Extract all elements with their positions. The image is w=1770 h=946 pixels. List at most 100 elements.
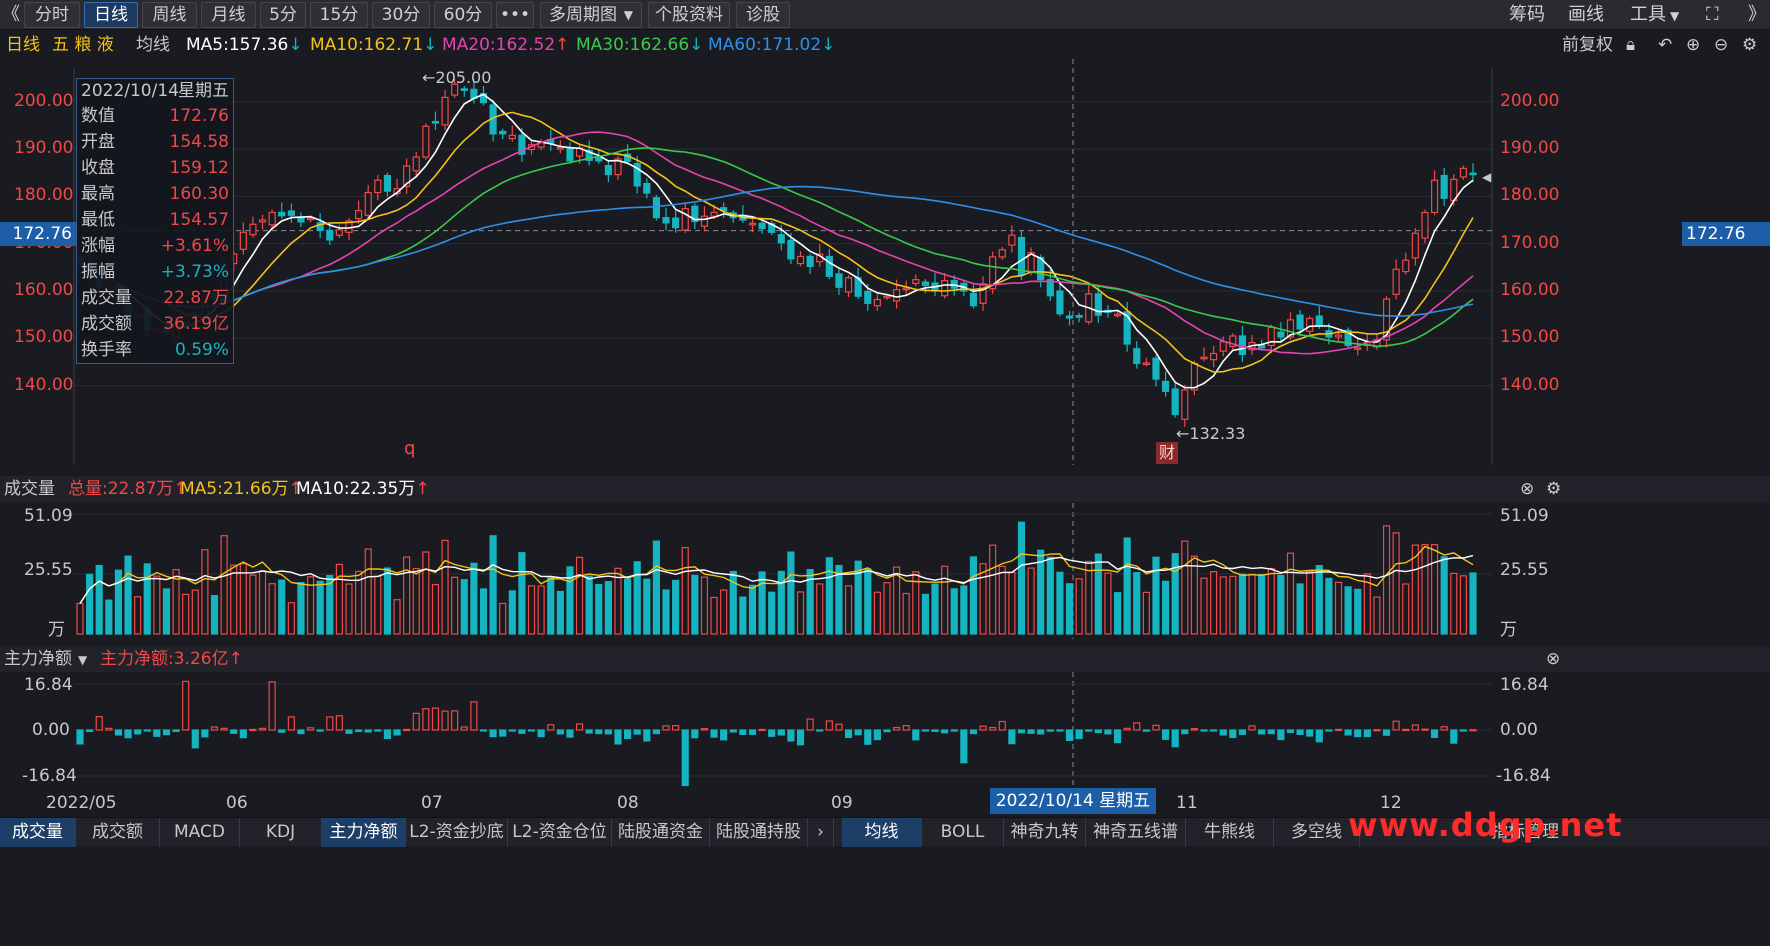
tab-monthly[interactable]: 月线 — [201, 2, 256, 28]
tooltip-key: 成交额 — [81, 314, 132, 334]
tab-long-short[interactable]: 多空线 — [1274, 818, 1360, 847]
volume-chart[interactable] — [0, 503, 1770, 639]
tab-l2-position[interactable]: L2-资金仓位 — [508, 818, 612, 847]
tab-five-lines[interactable]: 神奇五线谱 — [1086, 818, 1186, 847]
tab-weekly[interactable]: 周线 — [142, 2, 197, 28]
candle — [431, 111, 440, 131]
volume-bar — [1459, 575, 1467, 635]
forward-button[interactable]: 》 — [1748, 4, 1766, 25]
ma10-line — [79, 111, 1474, 373]
tab-fenshi[interactable]: 分时 — [24, 2, 80, 28]
undo-icon[interactable]: ↶ — [1658, 35, 1673, 55]
settings-gear-icon[interactable]: ⚙ — [1546, 479, 1562, 499]
volume-bar — [1210, 571, 1218, 635]
netflow-bar — [268, 681, 276, 731]
candle — [844, 274, 853, 298]
tab-turnover[interactable]: 成交额 — [76, 818, 160, 847]
tab-l2-bottom[interactable]: L2-资金抄底 — [406, 818, 508, 847]
lock-icon[interactable]: 🔒︎ — [1626, 35, 1636, 55]
settings-gear-icon[interactable]: ⚙ — [1742, 35, 1758, 55]
zoom-out-icon[interactable]: ⊖ — [1714, 35, 1729, 55]
volume-ma10-line — [79, 554, 1474, 604]
chips-button[interactable]: 筹码 — [1509, 4, 1545, 25]
netflow-bar — [335, 715, 343, 731]
candle — [355, 200, 363, 224]
draw-button[interactable]: 画线 — [1568, 4, 1604, 25]
candle — [1402, 252, 1410, 275]
netflow-bar — [1258, 729, 1266, 735]
kline-chart[interactable] — [0, 59, 1770, 465]
indicator-manage-button[interactable]: 指标管理 — [1491, 822, 1559, 842]
netflow-bar — [508, 729, 516, 732]
tab-ma[interactable]: 均线 — [842, 818, 922, 847]
volume-bar — [1363, 573, 1371, 635]
zoom-in-icon[interactable]: ⊕ — [1686, 35, 1701, 55]
finance-marker[interactable]: 财 — [1156, 442, 1178, 464]
candle-body — [1421, 211, 1429, 239]
tab-macd[interactable]: MACD — [160, 818, 240, 847]
close-icon[interactable]: ⊗ — [1520, 479, 1535, 499]
tab-kdj[interactable]: KDJ — [240, 818, 322, 847]
volume-ma5: MA5:21.66万↑ — [180, 479, 303, 499]
tools-button[interactable]: 工具 ▼ — [1630, 4, 1680, 25]
multi-period-dropdown[interactable]: 多周期图 ▼ — [540, 2, 642, 28]
tab-15min[interactable]: 15分 — [310, 2, 368, 28]
candle-body — [1152, 357, 1160, 380]
volume-bar — [796, 591, 805, 635]
netflow-bar — [1459, 729, 1467, 732]
tab-hk-flow[interactable]: 陆股通资金 — [612, 818, 710, 847]
volume-bar — [777, 570, 785, 635]
netflow-bar — [1392, 720, 1400, 731]
back-button[interactable]: 《 — [2, 4, 20, 25]
volume-bar — [1162, 580, 1170, 635]
low-price-annotation: ←132.33 — [1176, 424, 1246, 443]
volume-bar — [489, 535, 497, 635]
date-label: 12 — [1380, 793, 1402, 813]
netflow-bar — [412, 712, 420, 731]
netflow-bar — [220, 727, 228, 731]
candle-body — [239, 231, 247, 250]
close-icon[interactable]: ⊗ — [1546, 649, 1561, 669]
event-marker-q[interactable]: q — [404, 438, 416, 459]
tab-60min[interactable]: 60分 — [434, 2, 492, 28]
tab-hk-holding[interactable]: 陆股通持股 — [710, 818, 808, 847]
netflow-bar — [191, 729, 199, 749]
netflow-chart[interactable] — [0, 672, 1770, 790]
netflow-bar — [1065, 729, 1074, 741]
volume-bar — [969, 556, 978, 635]
volume-bar — [624, 578, 632, 635]
ma-label[interactable]: 均线 — [136, 35, 170, 55]
volume-title[interactable]: 成交量 — [4, 479, 55, 499]
tooltip-key: 成交量 — [81, 288, 132, 308]
diagnose-button[interactable]: 诊股 — [736, 2, 790, 28]
tab-5min[interactable]: 5分 — [260, 2, 306, 28]
candle-body — [595, 157, 603, 162]
tab-nine-turns[interactable]: 神奇九转 — [1004, 818, 1086, 847]
volume-bar — [239, 563, 247, 635]
candle — [441, 89, 449, 131]
netflow-bar — [1210, 729, 1218, 732]
tab-boll[interactable]: BOLL — [922, 818, 1004, 847]
candle — [1392, 259, 1400, 300]
stock-info-button[interactable]: 个股资料 — [648, 2, 730, 28]
tab-bull-bear[interactable]: 牛熊线 — [1186, 818, 1274, 847]
adjust-mode[interactable]: 前复权 — [1562, 35, 1613, 55]
tab-30min[interactable]: 30分 — [372, 2, 430, 28]
tab-net-flow[interactable]: 主力净额 — [322, 818, 406, 847]
candle — [1017, 229, 1026, 281]
chevron-right-icon[interactable]: › — [808, 818, 834, 847]
netflow-bar — [383, 729, 391, 740]
volume-bar — [537, 585, 545, 635]
tooltip-key: 最低 — [81, 210, 115, 230]
candle-body — [796, 255, 805, 265]
tab-volume[interactable]: 成交量 — [0, 818, 76, 847]
netflow-title[interactable]: 主力净额 ▼ — [4, 649, 88, 669]
more-button[interactable]: ••• — [496, 2, 534, 28]
candle-body — [1056, 290, 1064, 315]
netflow-bar — [633, 729, 641, 735]
fullscreen-icon[interactable]: ⛶ — [1706, 4, 1719, 25]
netflow-bar — [547, 724, 555, 731]
netflow-bar — [422, 708, 430, 731]
candle-body — [604, 164, 612, 176]
tab-daily[interactable]: 日线 — [84, 2, 138, 28]
